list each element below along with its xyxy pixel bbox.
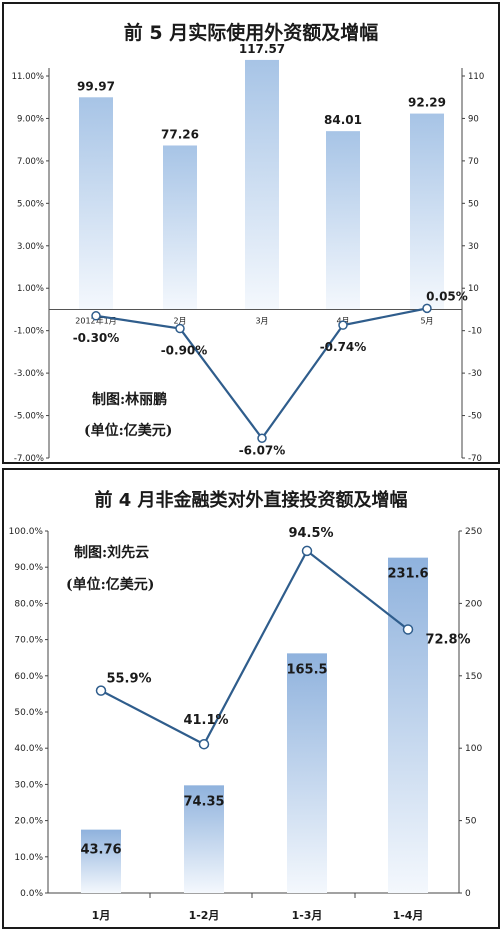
left-tick-label: -1.00% [14, 327, 44, 337]
left-tick-label: 100.0% [9, 527, 44, 537]
bar-value-label: 231.6 [387, 567, 428, 582]
chart-panel-odi: 前 4 月非金融类对外直接投资额及增幅 100.0% 90.0% 80.0% 70.0… [2, 468, 500, 929]
line-point [257, 433, 267, 444]
left-tick-label: -5.00% [14, 412, 44, 422]
line-point [198, 738, 210, 750]
bar-value-label: 92.29 [408, 96, 446, 110]
unit-note: (单位:亿美元) [84, 423, 173, 439]
left-tick-label: 70.0% [14, 636, 43, 646]
line-point [402, 624, 414, 635]
line-value-label: 41.1% [183, 713, 228, 728]
bar-value-label: 43.76 [80, 843, 121, 858]
left-tick-label: 11.00% [12, 72, 44, 82]
bar-value-label: 74.35 [183, 794, 224, 809]
left-tick-label: 60.0% [14, 672, 43, 682]
bar [388, 557, 428, 893]
left-tick-label: 3.00% [17, 242, 44, 252]
line-value-label: -6.07% [239, 443, 286, 457]
bar-value-label: 84.01 [324, 113, 362, 127]
right-tick-label: -50 [468, 412, 482, 422]
category-label: 1-2月 [189, 909, 220, 922]
bar [81, 829, 121, 893]
right-tick-label: 90 [468, 114, 479, 124]
chart-title: 前 5 月实际使用外资额及增幅 [123, 22, 379, 44]
right-tick-label: -70 [468, 454, 482, 464]
left-tick-label: 30.0% [14, 780, 43, 790]
right-tick-label: 200 [465, 599, 482, 609]
right-tick-label: 30 [468, 242, 479, 252]
bar-value-label: 99.97 [77, 79, 115, 93]
left-tick-label: 10.0% [14, 853, 43, 863]
left-tick-label: 9.00% [17, 114, 44, 124]
line-value-label: 72.8% [425, 632, 470, 647]
chart-credit: 制图:林丽鹏 [92, 392, 168, 408]
category-label: 3月 [255, 316, 268, 325]
left-tick-label: 7.00% [17, 157, 44, 167]
right-tick-label: 50 [468, 199, 479, 209]
category-label: 1-3月 [292, 909, 323, 922]
left-tick-label: 40.0% [14, 744, 43, 754]
right-tick-label: -30 [468, 369, 482, 379]
category-label: 5月 [420, 316, 433, 325]
left-tick-label: 20.0% [14, 817, 43, 827]
right-tick-label: 100 [465, 744, 482, 754]
bar [287, 653, 327, 893]
line-value-label: -0.74% [320, 340, 367, 354]
left-tick-label: -7.00% [14, 454, 44, 464]
line-value-label: -0.30% [73, 331, 120, 345]
line-value-label: 0.05% [426, 289, 468, 303]
line-point [95, 685, 107, 696]
line-point [301, 545, 313, 557]
left-tick-label: 90.0% [14, 563, 43, 573]
chart-title: 前 4 月非金融类对外直接投资额及增幅 [94, 490, 408, 511]
left-tick-label: 1.00% [17, 284, 44, 294]
fdi-chart: 11.00% 9.00% 7.00% 5.00% 3.00% 1.00% -1.00% -3.… [12, 42, 485, 464]
bar [245, 59, 279, 310]
bar-value-label: 117.57 [239, 42, 285, 56]
left-tick-label: 0.0% [20, 889, 43, 899]
line-point [91, 311, 101, 321]
right-tick-label: 50 [465, 817, 477, 827]
bar [326, 131, 360, 310]
right-tick-label: 250 [465, 527, 482, 537]
left-tick-label: -3.00% [14, 369, 44, 379]
right-tick-label: -10 [468, 327, 482, 337]
growth-line [100, 549, 409, 746]
line-value-label: 94.5% [288, 526, 333, 541]
bar [184, 785, 224, 893]
chart-credit: 制图:刘先云 [74, 545, 150, 561]
line-point [175, 323, 185, 334]
growth-line [95, 307, 428, 441]
bar [163, 145, 197, 310]
category-label: 1月 [92, 909, 111, 922]
right-tick-label: 0 [465, 889, 471, 899]
right-tick-label: 10 [468, 284, 479, 294]
left-tick-label: 80.0% [14, 599, 43, 609]
odi-chart: 100.0% 90.0% 80.0% 70.0% 60.0% 50.0% 40.0% 30.0… [9, 526, 483, 922]
right-tick-label: 110 [468, 72, 484, 82]
bar [79, 97, 113, 310]
left-tick-label: 5.00% [17, 199, 44, 209]
category-label: 1-4月 [393, 909, 424, 922]
category-label: 2月 [173, 316, 186, 325]
left-tick-label: 50.0% [14, 708, 43, 718]
bar-value-label: 165.5 [286, 662, 327, 677]
line-point [338, 320, 348, 330]
bar-value-label: 77.26 [161, 127, 199, 141]
right-tick-label: 70 [468, 157, 479, 167]
line-value-label: -0.90% [161, 344, 208, 358]
bar [410, 113, 444, 310]
unit-note: (单位:亿美元) [66, 577, 155, 593]
chart-panel-fdi: 前 5 月实际使用外资额及增幅 11.00% 9.00% 7.00% 5.00% 3.0… [2, 2, 500, 464]
right-tick-label: 150 [465, 672, 482, 682]
line-value-label: 55.9% [106, 672, 151, 687]
line-point [422, 303, 432, 314]
